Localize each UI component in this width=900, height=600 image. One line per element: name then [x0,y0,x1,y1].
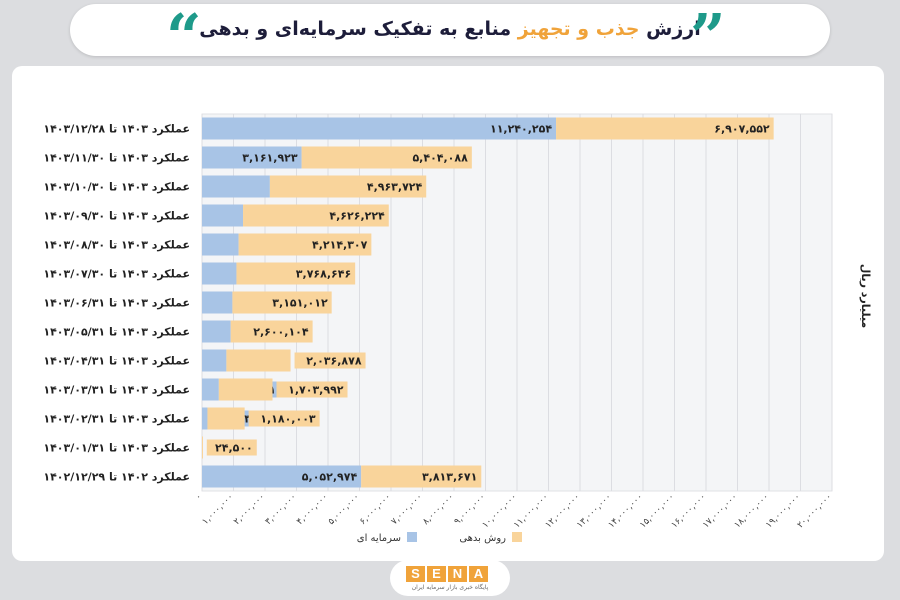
x-tick-label: ۶,۰۰۰,۰۰۰ [358,492,393,527]
data-label-box [294,352,366,369]
bar-debt [202,436,203,459]
bar-equity [202,291,233,314]
data-label: ۵,۴۰۴,۰۸۸ [412,152,468,165]
quote-open-icon: “ [166,0,202,73]
data-label: ۳,۸۱۳,۶۷۱ [422,471,477,484]
x-tick-label: ۵,۰۰۰,۰۰۰ [327,492,362,527]
data-label: ۳,۱۵۱,۰۱۲ [272,297,328,310]
bar-equity [202,117,557,140]
title-highlight: جذب و تجهیز [517,18,640,40]
category-label: عملکرد ۱۴۰۳ تا ۱۴۰۳/۰۲/۳۱ [43,413,190,426]
data-label: ۶,۹۰۷,۵۵۲ [714,123,770,136]
data-label-box [276,381,348,398]
logo-tagline: پایگاه خبری بازار سرمایه ایران [411,584,489,591]
bar-debt [243,204,389,227]
title-prefix: ارزش [646,18,701,40]
bar-equity [202,407,208,430]
category-label: عملکرد ۱۴۰۳ تا ۱۴۰۳/۱۱/۳۰ [43,152,190,165]
bar-equity [202,204,244,227]
title-banner: ارزش جذب و تجهیز منابع به تفکیک سرمایه‌ا… [70,4,830,56]
x-tick-label: ۸,۰۰۰,۰۰۰ [421,492,456,527]
category-label: عملکرد ۱۴۰۳ تا ۱۴۰۳/۰۱/۳۱ [43,442,190,455]
legend-label: روش بدهی [459,533,506,544]
bar-debt [230,320,313,343]
page-title: ارزش جذب و تجهیز منابع به تفکیک سرمایه‌ا… [70,18,830,40]
x-tick-label: ۲,۰۰۰,۰۰۰ [232,492,267,527]
bar-debt [361,465,482,488]
category-label: عملکرد ۱۴۰۳ تا ۱۴۰۳/۰۹/۳۰ [43,210,190,223]
bar-debt [556,117,774,140]
data-label: ۲,۶۰۰,۱۰۴ [253,326,309,339]
data-label: ۲۴,۵۰۰ [215,442,253,455]
bar-debt [238,233,372,256]
x-tick-label: ۳,۰۰۰,۰۰۰ [264,492,299,527]
x-tick-label: ۲۰,۰۰۰,۰۰۰ [796,492,834,530]
data-label: ۱۱,۲۴۰,۲۵۴ [490,123,552,136]
logo-letter: E [427,566,446,582]
quote-close-icon: ” [690,0,726,73]
chart-card: ۰ ۱,۰۰۰,۰۰۰ ۲,۰۰۰,۰۰۰ ۳,۰۰۰,۰۰۰ ۴,۰۰۰,۰۰۰ ۵,۰… [12,66,884,561]
data-label: ۱,۷۰۳,۹۹۲ [288,384,344,397]
category-label: عملکرد ۱۴۰۳ تا ۱۴۰۳/۰۷/۳۰ [43,268,190,281]
bar-debt [269,175,427,198]
bar-debt [232,291,332,314]
bar-equity [202,175,270,198]
data-label: ۴,۲۱۴,۳۰۷ [312,239,368,252]
x-tick-label: ۱,۰۰۰,۰۰۰ [201,492,236,527]
legend-swatch [512,532,522,542]
category-label: عملکرد ۱۴۰۲ تا ۱۴۰۲/۱۲/۲۹ [43,471,190,484]
data-label-box [248,410,320,427]
title-rest: منابع به تفکیک سرمایه‌ای و بدهی [199,18,512,40]
legend-swatch [407,532,417,542]
data-label: ۴,۶۲۶,۲۲۴ [329,210,385,223]
bar-equity [202,262,237,285]
category-label: عملکرد ۱۴۰۳ تا ۱۴۰۳/۰۵/۳۱ [43,326,190,339]
category-label: عملکرد ۱۴۰۳ تا ۱۴۰۳/۰۸/۳۰ [43,239,190,252]
data-label-box [206,439,257,456]
category-label: عملکرد ۱۴۰۳ تا ۱۴۰۳/۱۰/۳۰ [43,181,190,194]
data-label: ۲,۰۳۶,۸۷۸ [306,355,362,368]
data-label: ۱,۱۸۰,۰۰۳ [260,413,316,426]
data-label: ۳,۱۶۱,۹۲۳ [242,152,298,165]
logo-letter: S [406,566,425,582]
bar-equity [202,378,219,401]
bar-equity [202,465,362,488]
x-tick-label: ۷,۰۰۰,۰۰۰ [390,492,425,527]
bar-debt [218,378,273,401]
data-label: ۳,۷۶۸,۶۴۶ [296,268,351,281]
data-label: ۴,۹۶۳,۷۲۴ [367,181,423,194]
category-label: عملکرد ۱۴۰۳ تا ۱۴۰۳/۰۴/۳۱ [43,355,190,368]
bar-debt [236,262,356,285]
logo-letter: N [448,566,467,582]
category-label: عملکرد ۱۴۰۳ تا ۱۴۰۳/۱۲/۲۸ [43,123,190,136]
bar-debt [301,146,472,169]
y-axis-label: میلیارد ریال [859,264,872,328]
bar-equity [202,320,231,343]
bar-debt [207,407,245,430]
data-label: ۵,۰۵۲,۹۷۴ [302,471,358,484]
stacked-bar-chart: ۰۱,۰۰۰,۰۰۰۲,۰۰۰,۰۰۰۳,۰۰۰,۰۰۰۴,۰۰۰,۰۰۰۵,۰… [43,113,872,544]
bar-debt [226,349,291,372]
logo-letter: A [469,566,488,582]
bar-equity [202,349,227,372]
x-tick-label: ۰ [194,492,204,502]
category-label: عملکرد ۱۴۰۳ تا ۱۴۰۳/۰۶/۳۱ [43,297,190,310]
legend-label: سرمایه ای [357,533,401,544]
bar-equity [202,233,239,256]
category-label: عملکرد ۱۴۰۳ تا ۱۴۰۳/۰۳/۳۱ [43,384,190,397]
x-tick-label: ۴,۰۰۰,۰۰۰ [295,492,330,527]
bar-equity [202,146,302,169]
